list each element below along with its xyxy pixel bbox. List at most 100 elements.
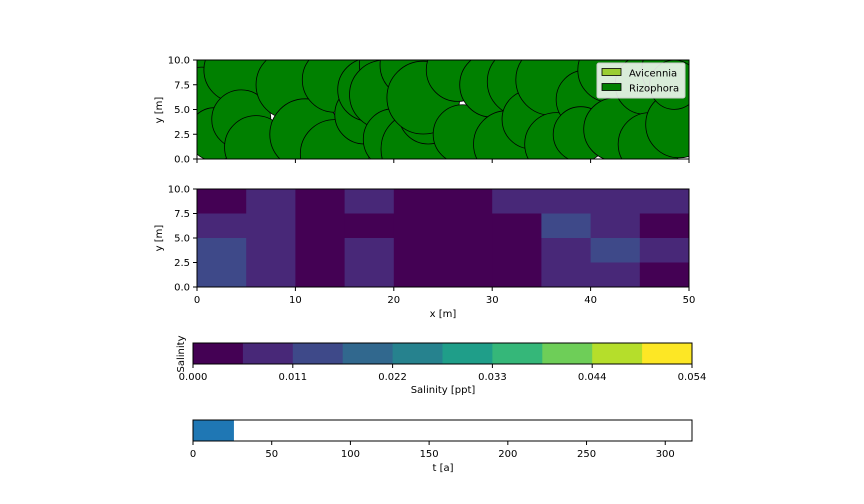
xtick-label: 40 xyxy=(584,295,597,306)
ytick-label: 5.0 xyxy=(174,234,190,245)
salinity-cell xyxy=(295,238,346,264)
xtick-label: 0.011 xyxy=(278,372,307,383)
ytick-label: 2.5 xyxy=(174,258,190,269)
salinity-cell xyxy=(393,189,444,215)
colorbar-level-3 xyxy=(342,343,394,364)
tree-crowns xyxy=(197,60,689,159)
trees-yticks: 0.0 2.5 5.0 7.5 10.0 xyxy=(168,56,197,166)
salinity-cell xyxy=(443,238,493,264)
colorbar-ticks: 0.000 0.011 0.022 0.033 0.044 0.054 xyxy=(179,364,707,383)
salinity-cell xyxy=(344,213,395,239)
salinity-xlabel: x [m] xyxy=(430,309,457,320)
salinity-cell xyxy=(541,213,592,239)
colorbar-xlabel: Salinity [ppt] xyxy=(411,385,476,396)
time-xlabel: t [a] xyxy=(432,463,453,474)
trees-panel: 0.0 2.5 5.0 7.5 10.0 y [m] Avicennia Rizopho… xyxy=(154,56,690,166)
salinity-cell xyxy=(639,189,689,215)
legend-label-avicennia: Avicennia xyxy=(629,69,677,80)
xtick-label: 150 xyxy=(420,449,439,460)
xtick-label: 0.044 xyxy=(578,372,607,383)
xtick-label: 30 xyxy=(486,295,499,306)
ytick-label: 7.5 xyxy=(174,209,190,220)
ytick-label: 7.5 xyxy=(174,80,190,91)
xtick-label: 0.000 xyxy=(179,372,208,383)
legend-swatch-avicennia xyxy=(601,68,622,76)
colorbar-level-2 xyxy=(292,343,344,364)
salinity-cell xyxy=(197,262,247,287)
colorbar-panel: 0.000 0.011 0.022 0.033 0.044 0.054 Salinity … xyxy=(176,335,706,396)
legend-label-rizophora: Rizophora xyxy=(629,84,679,95)
ytick-label: 0.0 xyxy=(174,155,190,166)
salinity-map-panel: 0.0 2.5 5.0 7.5 10.0 0 10 20 30 40 50 y [m] x [m] xyxy=(154,185,695,321)
colorbar-level-9 xyxy=(642,343,693,364)
salinity-cell xyxy=(295,189,346,215)
salinity-cell xyxy=(590,262,641,287)
colorbar-frame xyxy=(192,342,693,365)
ytick-label: 0.0 xyxy=(174,283,190,294)
salinity-cell xyxy=(590,189,641,215)
xtick-label: 0.022 xyxy=(378,372,407,383)
salinity-cell xyxy=(344,238,395,264)
salinity-ylabel: y [m] xyxy=(154,225,165,252)
xtick-label: 20 xyxy=(387,295,400,306)
salinity-cell xyxy=(590,238,641,264)
time-axes-frame xyxy=(192,419,693,442)
colorbar-level-7 xyxy=(542,343,593,364)
salinity-cell xyxy=(246,189,296,215)
time-progress-bar xyxy=(193,420,234,441)
salinity-cell xyxy=(639,262,689,287)
colorbar-level-8 xyxy=(592,343,643,364)
salinity-cell xyxy=(492,262,542,287)
salinity-cell xyxy=(639,238,689,264)
salinity-cell xyxy=(197,238,247,264)
xtick-label: 0.033 xyxy=(478,372,507,383)
salinity-cell xyxy=(295,213,346,239)
salinity-cell xyxy=(443,262,493,287)
salinity-cell xyxy=(492,189,542,215)
colorbar-side-label: Salinity xyxy=(176,335,187,372)
salinity-cell xyxy=(393,262,444,287)
colorbar-level-0 xyxy=(193,343,244,364)
salinity-cell xyxy=(541,189,592,215)
ytick-label: 10.0 xyxy=(168,185,190,196)
legend: Avicennia Rizophora xyxy=(596,62,686,99)
salinity-contour xyxy=(197,189,689,287)
trees-xticks xyxy=(196,159,690,163)
xtick-label: 0 xyxy=(194,295,200,306)
salinity-cell xyxy=(443,213,493,239)
salinity-cell xyxy=(492,213,542,239)
salinity-cell xyxy=(541,262,592,287)
xtick-label: 0.054 xyxy=(678,372,707,383)
salinity-cell xyxy=(246,238,296,264)
salinity-cell xyxy=(541,238,592,264)
xtick-label: 100 xyxy=(341,449,360,460)
ytick-label: 2.5 xyxy=(174,130,190,141)
salinity-cell xyxy=(344,262,395,287)
salinity-cell xyxy=(443,189,493,215)
salinity-xticks: 0 10 20 30 40 50 xyxy=(194,287,696,306)
xtick-label: 50 xyxy=(683,295,696,306)
xtick-label: 300 xyxy=(656,449,675,460)
salinity-cell xyxy=(492,238,542,264)
salinity-cell xyxy=(246,262,296,287)
xtick-label: 250 xyxy=(577,449,596,460)
xtick-label: 50 xyxy=(265,449,278,460)
legend-swatch-rizophora xyxy=(601,83,622,91)
salinity-cell xyxy=(197,213,247,239)
xtick-label: 200 xyxy=(498,449,517,460)
ytick-label: 5.0 xyxy=(174,105,190,116)
xtick-label: 0 xyxy=(190,449,196,460)
salinity-cell xyxy=(393,238,444,264)
colorbar-cells xyxy=(193,343,693,364)
xtick-label: 10 xyxy=(289,295,302,306)
ytick-label: 10.0 xyxy=(168,56,190,67)
salinity-cell xyxy=(393,213,444,239)
salinity-yticks: 0.0 2.5 5.0 7.5 10.0 xyxy=(168,185,197,294)
time-panel: 0 50 100 150 200 250 300 t [a] xyxy=(190,419,693,474)
colorbar-level-4 xyxy=(392,343,443,364)
salinity-cell xyxy=(590,213,641,239)
colorbar-level-5 xyxy=(442,343,493,364)
trees-ylabel: y [m] xyxy=(154,97,165,124)
salinity-cell xyxy=(295,262,346,287)
